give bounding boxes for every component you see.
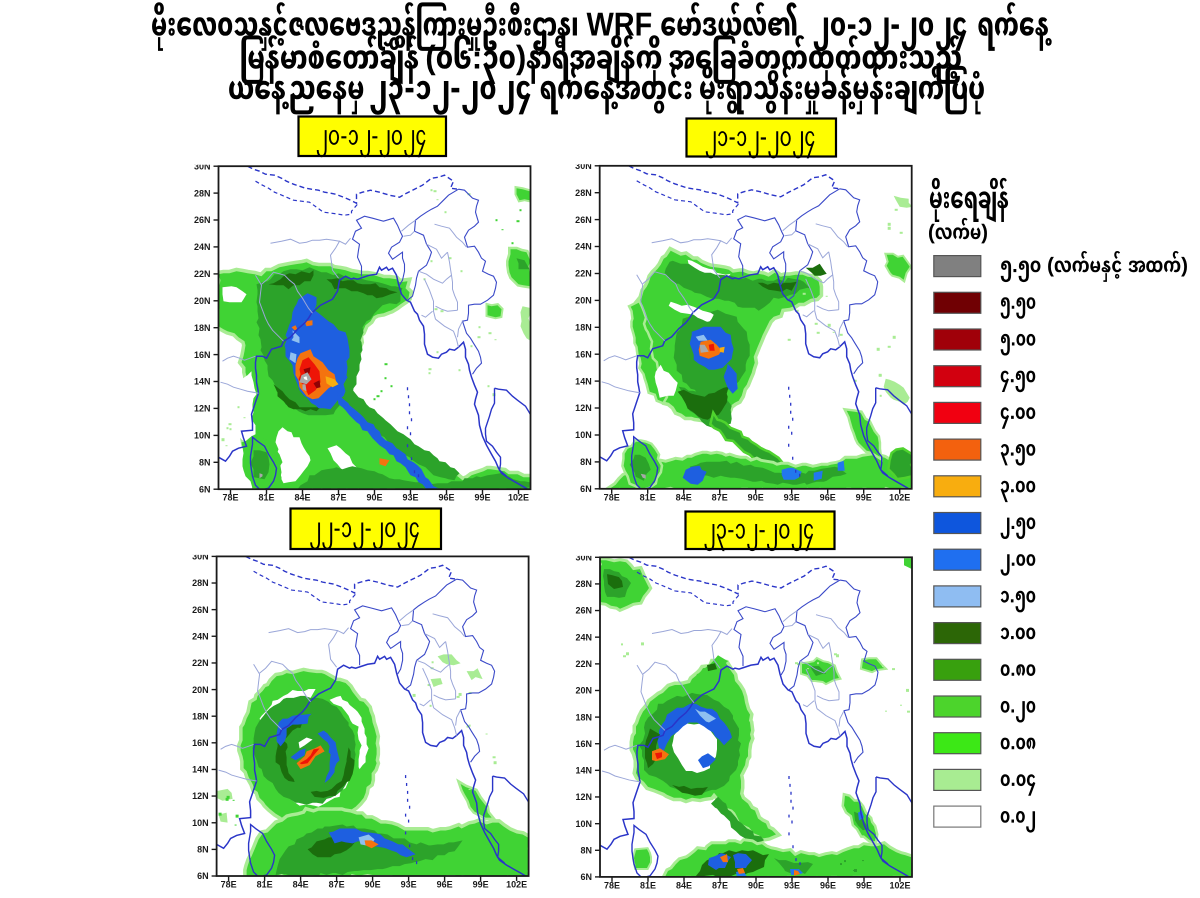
svg-text:99E: 99E xyxy=(856,880,872,890)
svg-text:81E: 81E xyxy=(640,880,656,890)
svg-text:78E: 78E xyxy=(221,879,237,889)
svg-text:78E: 78E xyxy=(604,492,620,502)
svg-text:93E: 93E xyxy=(784,492,800,502)
svg-text:102E: 102E xyxy=(890,880,911,890)
svg-text:6N: 6N xyxy=(581,872,592,882)
svg-text:93E: 93E xyxy=(402,493,418,503)
svg-text:22N: 22N xyxy=(194,269,211,279)
svg-text:10N: 10N xyxy=(192,818,208,828)
svg-text:10N: 10N xyxy=(576,819,592,829)
svg-text:22N: 22N xyxy=(192,658,208,668)
svg-text:102E: 102E xyxy=(506,879,527,889)
svg-text:84E: 84E xyxy=(293,879,309,889)
svg-text:20N: 20N xyxy=(194,296,211,306)
svg-text:14N: 14N xyxy=(576,766,592,776)
svg-text:99E: 99E xyxy=(473,879,489,889)
svg-text:96E: 96E xyxy=(820,880,836,890)
svg-text:26N: 26N xyxy=(575,215,592,225)
svg-text:93E: 93E xyxy=(784,880,800,890)
svg-text:12N: 12N xyxy=(576,792,592,802)
svg-text:16N: 16N xyxy=(192,738,208,748)
svg-text:78E: 78E xyxy=(222,493,238,503)
svg-text:87E: 87E xyxy=(712,880,728,890)
svg-text:30N: 30N xyxy=(576,553,592,563)
svg-text:87E: 87E xyxy=(712,492,728,502)
svg-text:6N: 6N xyxy=(197,871,208,881)
svg-text:87E: 87E xyxy=(329,879,345,889)
svg-text:14N: 14N xyxy=(194,377,211,387)
svg-text:102E: 102E xyxy=(889,492,910,502)
svg-text:12N: 12N xyxy=(575,403,592,413)
svg-text:12N: 12N xyxy=(194,404,211,414)
svg-text:24N: 24N xyxy=(192,631,208,641)
svg-text:102E: 102E xyxy=(508,493,529,503)
svg-text:6N: 6N xyxy=(199,484,211,494)
svg-text:16N: 16N xyxy=(576,739,592,749)
svg-text:22N: 22N xyxy=(575,269,592,279)
svg-text:18N: 18N xyxy=(576,712,592,722)
svg-text:6N: 6N xyxy=(580,484,592,494)
svg-text:14N: 14N xyxy=(575,376,592,386)
svg-text:10N: 10N xyxy=(194,431,211,441)
svg-text:96E: 96E xyxy=(437,879,453,889)
svg-text:28N: 28N xyxy=(575,188,592,198)
svg-text:30N: 30N xyxy=(575,161,592,171)
svg-text:84E: 84E xyxy=(676,492,692,502)
svg-text:81E: 81E xyxy=(640,492,656,502)
svg-text:8N: 8N xyxy=(197,845,208,855)
svg-text:96E: 96E xyxy=(438,493,454,503)
svg-text:16N: 16N xyxy=(194,350,211,360)
svg-text:81E: 81E xyxy=(258,493,274,503)
svg-text:93E: 93E xyxy=(401,879,417,889)
svg-text:26N: 26N xyxy=(192,605,208,615)
svg-text:20N: 20N xyxy=(576,686,592,696)
svg-text:84E: 84E xyxy=(294,493,310,503)
svg-text:26N: 26N xyxy=(194,215,211,225)
svg-text:84E: 84E xyxy=(676,880,692,890)
svg-text:8N: 8N xyxy=(199,458,211,468)
svg-text:18N: 18N xyxy=(192,711,208,721)
svg-text:28N: 28N xyxy=(192,578,208,588)
svg-text:24N: 24N xyxy=(576,632,592,642)
svg-text:90E: 90E xyxy=(748,880,764,890)
svg-text:90E: 90E xyxy=(366,493,382,503)
svg-text:16N: 16N xyxy=(575,349,592,359)
svg-text:22N: 22N xyxy=(576,659,592,669)
svg-text:8N: 8N xyxy=(581,845,592,855)
svg-text:99E: 99E xyxy=(474,493,490,503)
svg-text:28N: 28N xyxy=(194,188,211,198)
svg-text:30N: 30N xyxy=(192,552,208,562)
svg-text:99E: 99E xyxy=(856,492,872,502)
svg-text:24N: 24N xyxy=(194,242,211,252)
svg-text:28N: 28N xyxy=(576,579,592,589)
svg-text:10N: 10N xyxy=(575,430,592,440)
svg-text:96E: 96E xyxy=(820,492,836,502)
svg-text:12N: 12N xyxy=(192,791,208,801)
svg-text:14N: 14N xyxy=(192,765,208,775)
svg-text:87E: 87E xyxy=(330,493,346,503)
svg-text:90E: 90E xyxy=(748,492,764,502)
svg-text:20N: 20N xyxy=(575,296,592,306)
svg-text:78E: 78E xyxy=(604,880,620,890)
svg-text:81E: 81E xyxy=(257,879,273,889)
svg-text:30N: 30N xyxy=(194,161,211,171)
svg-text:24N: 24N xyxy=(575,242,592,252)
svg-text:26N: 26N xyxy=(576,606,592,616)
svg-text:18N: 18N xyxy=(575,323,592,333)
svg-text:20N: 20N xyxy=(192,685,208,695)
svg-text:18N: 18N xyxy=(194,323,211,333)
svg-text:90E: 90E xyxy=(365,879,381,889)
svg-text:8N: 8N xyxy=(580,457,592,467)
